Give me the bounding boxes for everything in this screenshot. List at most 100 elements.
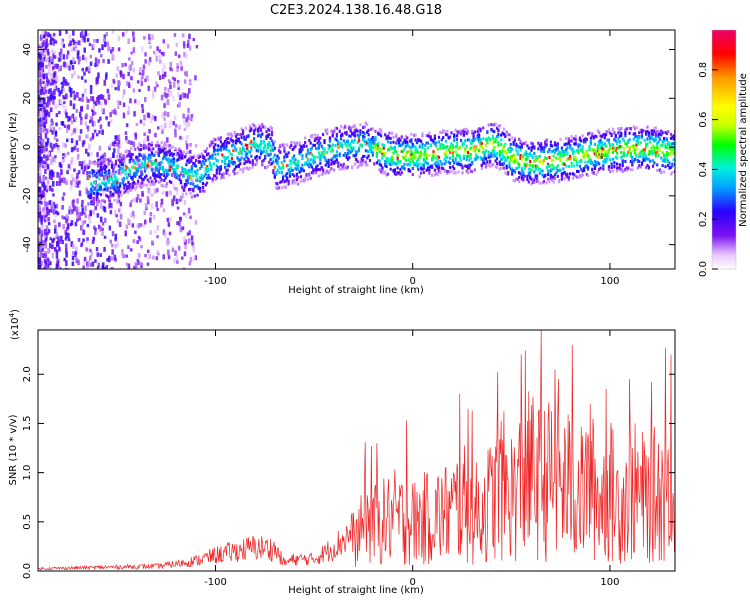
spectrogram-cell [192, 174, 195, 178]
spectrogram-cell [47, 262, 50, 268]
spectrogram-cell [520, 177, 523, 181]
spectrogram-cell [468, 138, 471, 142]
spectrogram-cell [248, 160, 251, 164]
spectrogram-cell [366, 141, 369, 145]
spectrogram-cell [172, 96, 175, 102]
spectrogram-cell [154, 168, 158, 172]
spectrogram-cell [426, 134, 430, 138]
spectrogram-cell [375, 145, 378, 149]
spectrogram-cell [82, 140, 86, 145]
spectrogram-cell [76, 181, 79, 185]
spectrogram-cell [286, 164, 289, 168]
spectrogram-cell [275, 186, 278, 190]
spectrogram-cell [179, 94, 182, 101]
spectrogram-cell [313, 139, 316, 142]
spectrogram-cell [269, 125, 272, 129]
spectrogram-cell [167, 79, 171, 83]
spectrogram-cell [598, 167, 601, 171]
spectrogram-cell [310, 153, 314, 157]
spectrogram-cell [206, 169, 209, 173]
spectrogram-cell [186, 159, 189, 163]
spectrogram-cell [552, 154, 555, 158]
spectrogram-cell [610, 165, 613, 169]
spectrogram-cell [428, 131, 431, 135]
spectrogram-cell [425, 156, 428, 160]
spectrogram-cell [549, 168, 552, 172]
spectrogram-cell [533, 146, 536, 150]
spectrogram-cell [70, 147, 74, 153]
spectrogram-cell [595, 152, 598, 156]
spectrogram-cell [667, 130, 670, 134]
spectrogram-cell [159, 167, 162, 170]
spectrogram-cell [458, 131, 461, 135]
spectrogram-cell [186, 175, 189, 179]
spectrogram-cell [98, 160, 101, 164]
spectrogram-cell [299, 146, 303, 150]
spectrogram-cell [632, 159, 635, 163]
spectrogram-cell [228, 159, 231, 163]
spectrogram-cell [87, 260, 90, 266]
spectrogram-cell [124, 183, 127, 187]
spectrogram-cell [134, 230, 137, 234]
spectrogram-cell [108, 180, 111, 184]
spectrogram-cell [74, 180, 77, 186]
spectrogram-cell [327, 160, 330, 164]
spectrogram-cell [116, 183, 119, 187]
spectrogram-cell [669, 172, 673, 176]
spectrogram-cell [51, 37, 55, 41]
spectrogram-cell [657, 153, 660, 157]
spectrogram-cell [341, 132, 344, 136]
spectrogram-cell [617, 137, 620, 141]
spectrogram-cell [395, 162, 398, 166]
spectrogram-cell [389, 136, 392, 140]
spectrogram-cell [97, 192, 100, 196]
spectrogram-cell [457, 147, 460, 151]
spectrogram-cell [85, 56, 88, 63]
spectrogram-cell [167, 144, 170, 148]
spectrogram-cell [192, 246, 196, 253]
spectrogram-cell [270, 148, 274, 152]
spectrogram-cell [558, 157, 561, 161]
spectrogram-cell [247, 149, 250, 153]
spectrogram-cell [152, 173, 155, 177]
spectrogram-cell [101, 162, 104, 166]
spectrogram-cell [52, 32, 56, 37]
spectrogram-cell [71, 255, 75, 261]
spectrogram-cell [103, 235, 107, 239]
spectrogram-cell [640, 130, 644, 134]
spectrogram-cell [283, 180, 286, 184]
spectrogram-cell [513, 156, 517, 160]
spectrogram-cell [555, 171, 558, 175]
spectrogram-cell [414, 146, 417, 150]
spectrogram-cell [236, 133, 239, 136]
spectrogram-cell [190, 165, 193, 169]
spectrogram-cell [48, 175, 52, 180]
spectrogram-cell [171, 76, 175, 80]
spectrogram-cell [480, 166, 483, 170]
spectrogram-cell [110, 203, 113, 209]
spectrogram-cell [384, 170, 387, 174]
spectrogram-cell [64, 109, 67, 115]
spectrogram-cell [624, 141, 627, 145]
spectrogram-cell [562, 161, 565, 165]
spectrogram-cell [135, 173, 138, 176]
spectrogram-cell [489, 164, 492, 168]
spectrogram-cell [605, 144, 608, 148]
spectrogram-cell [320, 153, 323, 156]
spectrogram-cell [312, 161, 315, 165]
spectrogram-cell [93, 111, 97, 115]
spectrogram-cell [357, 135, 361, 139]
spectrogram-cell [312, 143, 315, 147]
spectrogram-cell [421, 163, 424, 167]
spectrogram-cell [72, 44, 75, 50]
spectrogram-cell [359, 132, 362, 136]
spectrogram-cell [39, 98, 42, 103]
spectrogram-cell [38, 177, 42, 184]
spectrogram-cell [635, 154, 638, 158]
spectrogram-cell [548, 164, 551, 168]
spectrogram-cell [578, 175, 581, 179]
spectrogram-cell [248, 124, 251, 128]
spectrogram-cell [611, 151, 615, 154]
spectrogram-cell [573, 157, 576, 161]
spectrogram-cell [640, 149, 644, 153]
